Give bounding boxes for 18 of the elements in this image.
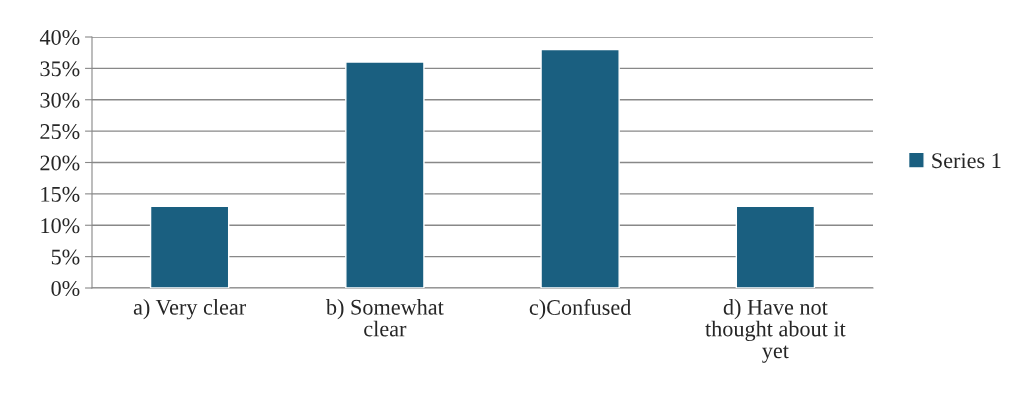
y-tick-label: 5% [51, 249, 80, 265]
y-tick-label: 15% [41, 186, 80, 202]
y-tick-label: 30% [40, 92, 80, 108]
x-tick-label: a) Very clear [133, 299, 246, 320]
y-tick-label: 0% [51, 280, 80, 296]
y-tick-label: 10% [41, 218, 80, 234]
bar [540, 48, 620, 288]
y-tick-label: 35% [40, 61, 80, 77]
y-tick-label: 20% [40, 155, 80, 171]
x-tick-label: c)Confused [529, 299, 632, 320]
y-tick-label: 25% [40, 124, 80, 140]
x-tick-label: d) Have not thought about it yet [705, 299, 846, 363]
legend-label: Series 1 [932, 153, 1001, 169]
x-tick-label: b) Somewhat clear [325, 299, 444, 337]
bar [735, 205, 816, 288]
bar [345, 61, 425, 288]
y-tick-label: 40% [39, 29, 80, 45]
bar [149, 205, 230, 288]
